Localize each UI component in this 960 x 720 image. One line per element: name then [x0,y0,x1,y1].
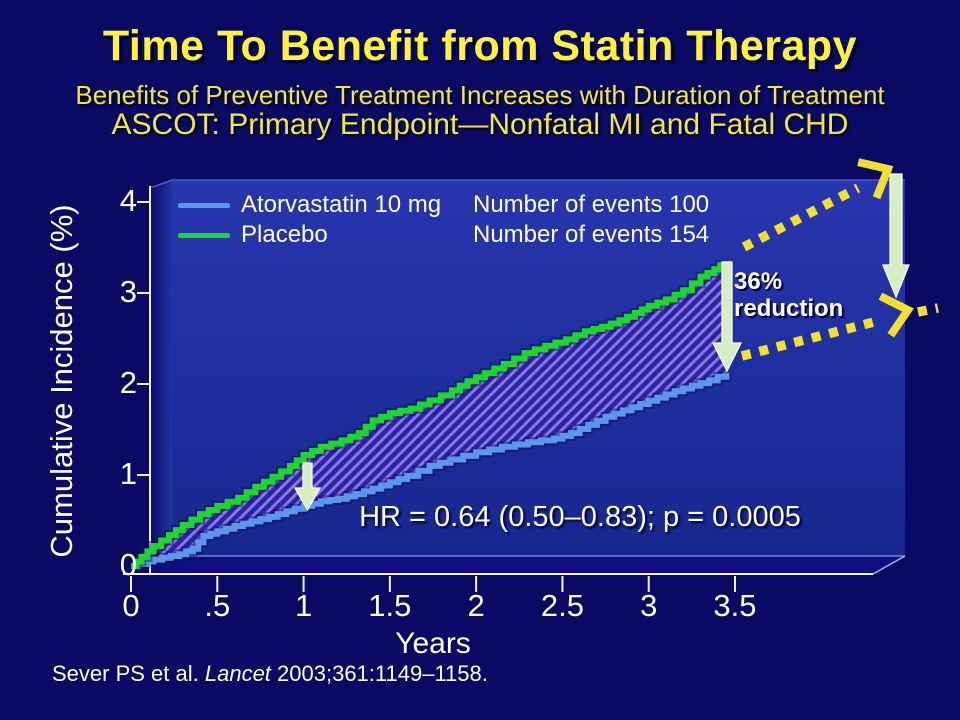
dotted-line-lower [740,317,876,361]
legend-label: Atorvastatin 10 mg [241,191,442,218]
gap-arrow-year1-icon [293,462,322,512]
arrowhead-upper-icon [857,158,894,200]
panel-top-edge [149,179,905,189]
chart-panel-left-face [150,180,172,556]
citation-pre: Sever PS et al. [52,661,205,686]
dotted-line-upper [741,183,861,252]
atorvastatin-line-swatch-icon [178,202,230,208]
atorvastatin-curve [131,373,730,569]
reduction-percent: 36% [734,268,783,295]
arrowhead-lower-icon [878,292,914,338]
plot-layer [130,201,736,592]
citation: Sever PS et al. Lancet 2003;361:1149–115… [52,661,488,687]
gap-arrow-right-margin-icon [882,173,910,299]
reduction-arrows [293,173,910,512]
x-axis-title: Years [395,627,471,660]
legend-row-placebo: Placebo Number of events 154 [178,220,709,250]
chart-panel-floor [150,556,905,574]
legend-events-count: Number of events 100 [473,191,710,218]
gap-arrow-curve-end-icon [711,261,743,373]
panel-floor-corner-edge [872,555,906,575]
dotted-line-lower-ext [917,303,939,317]
legend-label: Placebo [241,221,328,248]
reduction-word: reduction [734,295,844,322]
page-subtitle-2: ASCOT: Primary Endpoint—Nonfatal MI and … [111,108,849,141]
legend-events-count: Number of events 154 [473,221,710,248]
page-subtitle-1: Benefits of Preventive Treatment Increas… [75,80,885,110]
y-axis-title: Cumulative Incidence (%) [44,204,79,558]
placebo-curve [131,261,730,569]
legend-row-atorvastatin: Atorvastatin 10 mg Number of events 100 [178,190,709,220]
projection-arrows [740,158,939,361]
reduction-annotation: 36% reduction [734,268,843,322]
citation-post: 2003;361:1149–1158. [270,661,488,686]
citation-journal: Lancet [204,661,271,686]
hazard-ratio-annotation: HR = 0.64 (0.50–0.83); p = 0.0005 [359,501,801,533]
page-title: Time To Benefit from Statin Therapy [102,22,858,70]
placebo-line-swatch-icon [178,232,230,238]
